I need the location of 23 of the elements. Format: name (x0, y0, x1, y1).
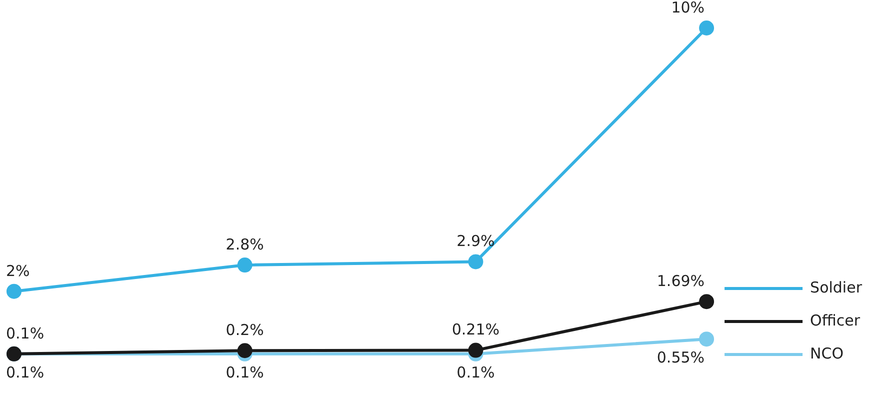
point (699, 20, 714, 36)
text: Soldier (810, 278, 863, 296)
point (237, 343, 252, 358)
data-label: 0.1% (6, 363, 44, 382)
point (6, 284, 22, 299)
data-label: 2.9% (456, 232, 495, 250)
data-label: 1.69% (656, 272, 705, 290)
point (468, 342, 484, 358)
text: Officer (810, 311, 861, 330)
point (237, 258, 252, 273)
point (699, 332, 714, 347)
data-label: 0.1% (456, 363, 495, 382)
data-label: 0.55% (656, 348, 705, 366)
data-label: 2% (6, 262, 30, 280)
data-label: 0.21% (452, 320, 500, 339)
point (468, 254, 484, 270)
point (699, 294, 714, 310)
data-label: 0.1% (226, 363, 264, 382)
data-label: 10% (671, 0, 705, 16)
text: NCO (810, 344, 844, 362)
data-label: 0.2% (226, 321, 264, 340)
data-label: 0.1% (6, 324, 44, 342)
data-label: 2.8% (226, 235, 264, 254)
